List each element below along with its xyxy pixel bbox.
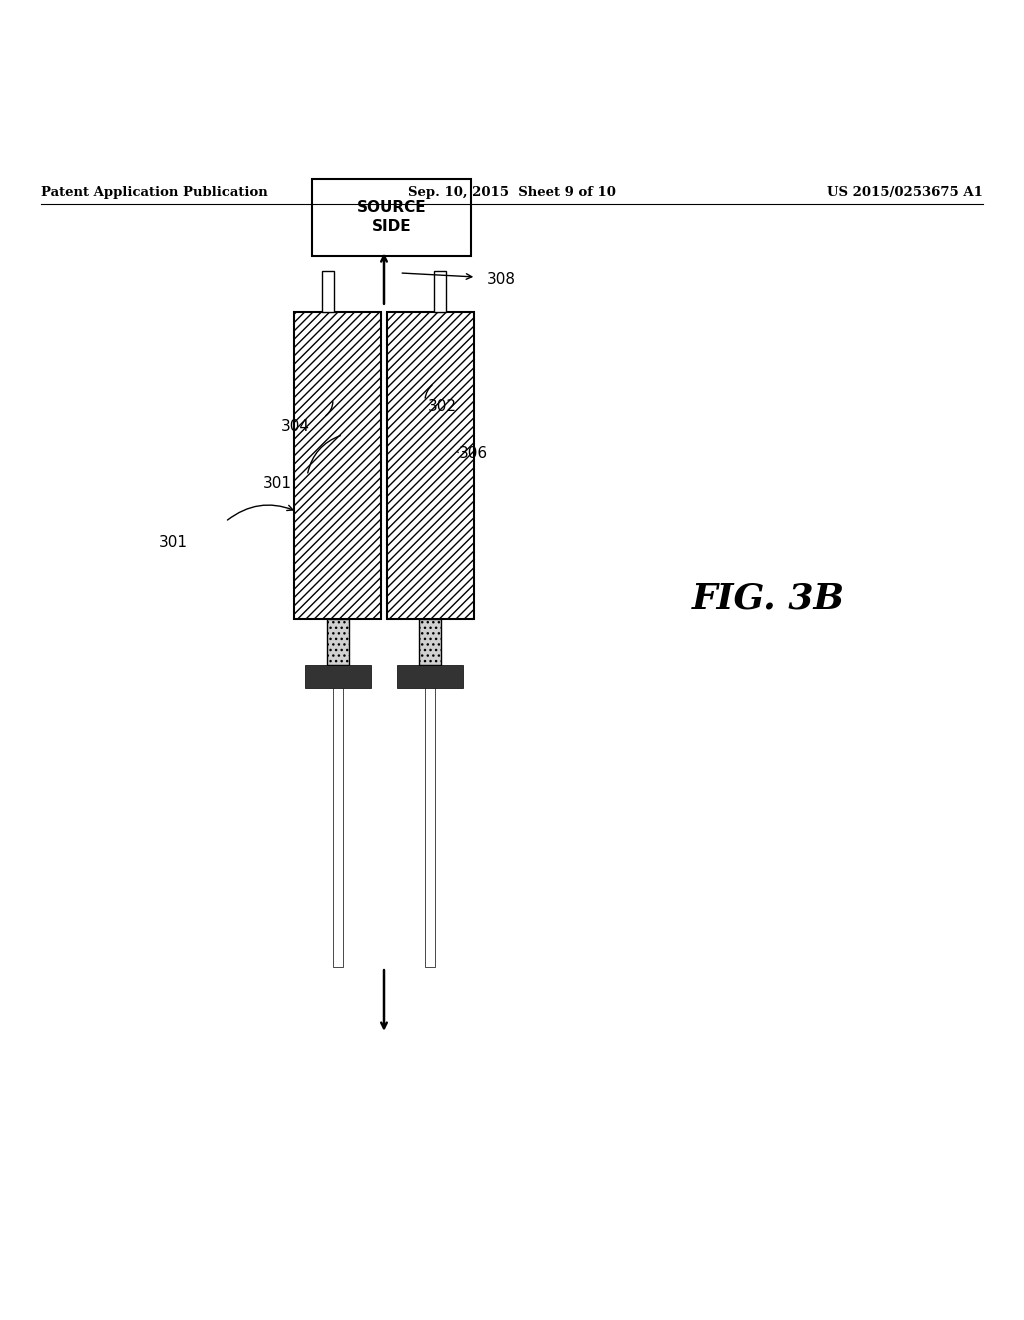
Text: 301: 301: [263, 477, 292, 491]
Bar: [327, 619, 349, 665]
Bar: [434, 271, 446, 312]
Text: 301: 301: [159, 535, 187, 549]
Bar: [387, 312, 473, 619]
Text: US 2015/0253675 A1: US 2015/0253675 A1: [827, 186, 983, 198]
Bar: [425, 688, 435, 968]
Bar: [419, 619, 441, 665]
Bar: [322, 271, 334, 312]
Text: 308: 308: [486, 272, 515, 286]
Bar: [295, 312, 382, 619]
Bar: [396, 665, 463, 688]
Bar: [305, 665, 371, 688]
Bar: [312, 178, 471, 256]
Text: Patent Application Publication: Patent Application Publication: [41, 186, 267, 198]
Text: FIG. 3B: FIG. 3B: [691, 582, 845, 615]
Text: 304: 304: [282, 418, 310, 434]
Text: Sep. 10, 2015  Sheet 9 of 10: Sep. 10, 2015 Sheet 9 of 10: [408, 186, 616, 198]
Text: 302: 302: [428, 399, 457, 413]
Bar: [333, 688, 343, 968]
Text: SOURCE
SIDE: SOURCE SIDE: [357, 201, 426, 234]
Text: 306: 306: [459, 446, 487, 461]
